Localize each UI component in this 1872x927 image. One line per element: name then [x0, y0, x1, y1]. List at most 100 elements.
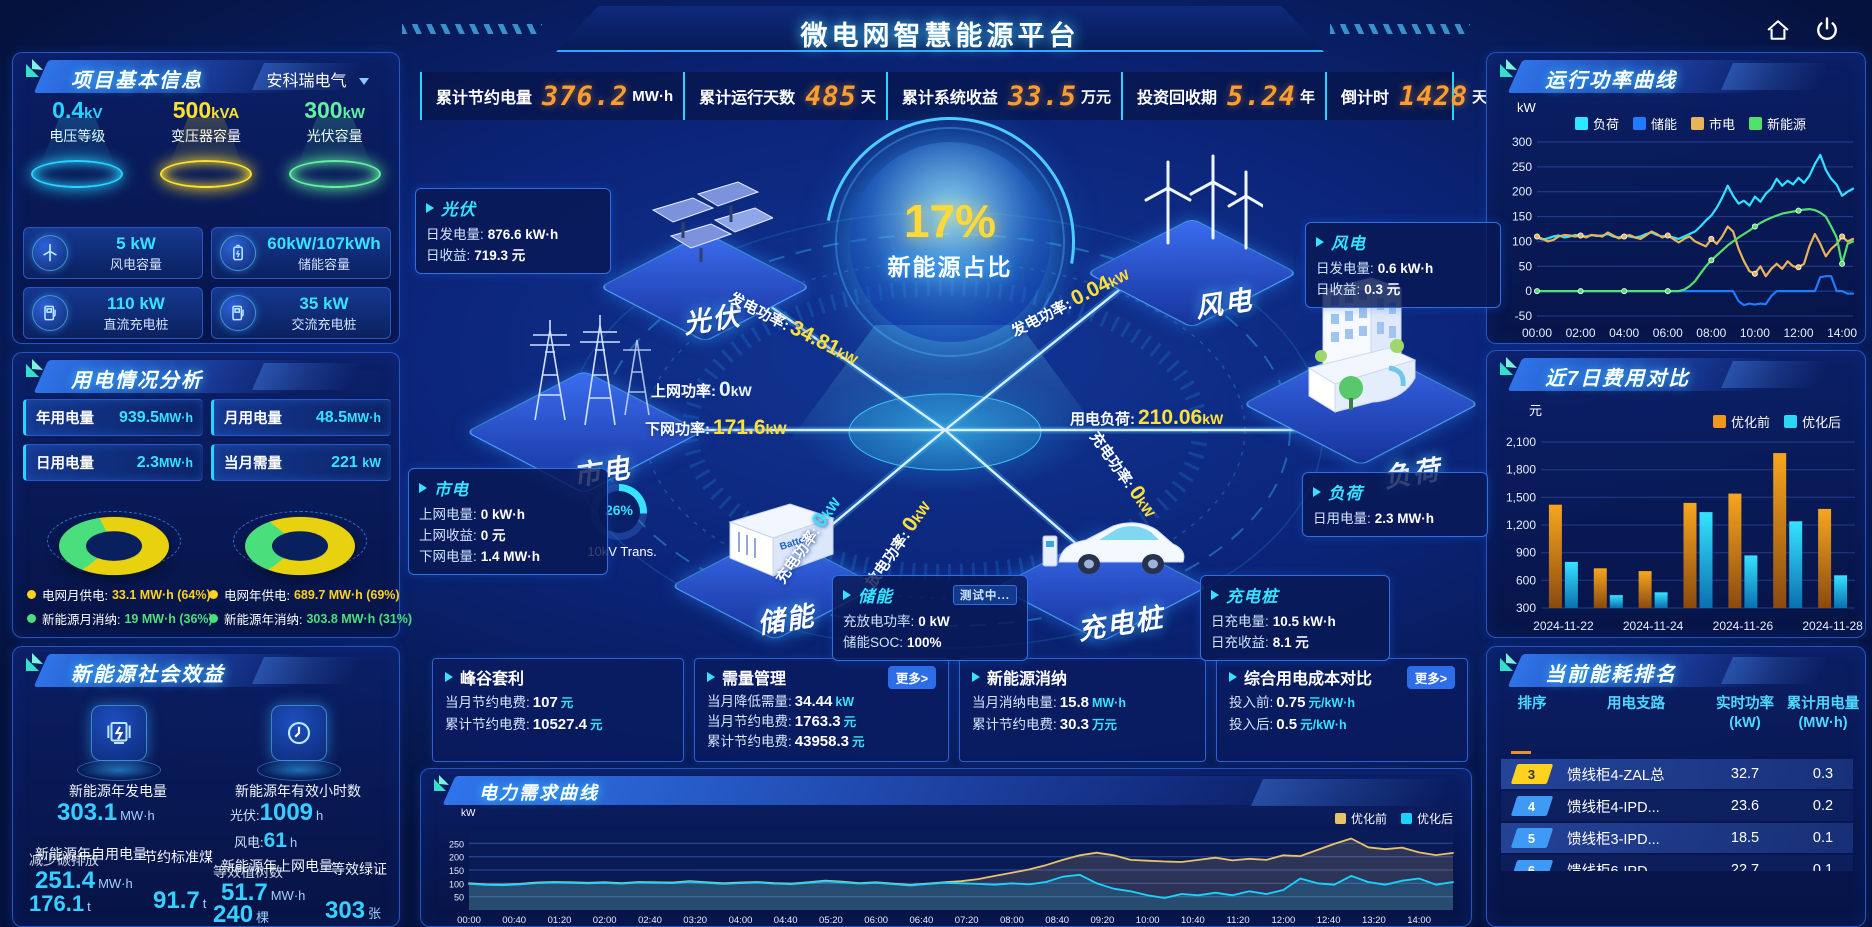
spoke-load-power: 用电负荷: 210.06kW	[1070, 406, 1224, 429]
demand-panel-header: 电力需求曲线	[427, 774, 1465, 808]
svg-text:900: 900	[1516, 546, 1536, 560]
renewable-share-value: 17%	[903, 195, 997, 247]
coal-value: 91.7 t	[153, 887, 207, 914]
svg-text:05:20: 05:20	[819, 915, 843, 926]
kpi-run-days: 累计运行天数 485 天	[683, 72, 886, 120]
panel-corner-icon	[431, 772, 453, 799]
ac-charger-icon	[220, 295, 256, 331]
svg-text:02:40: 02:40	[638, 915, 662, 926]
svg-text:08:00: 08:00	[1696, 326, 1726, 340]
podium-glow	[31, 160, 124, 188]
benefit-panel: 新能源社会效益 新能源年发电量 303.1 MW·h 新能源年有效小时数 光伏:1…	[12, 646, 400, 927]
ranking-scroll-indicator	[1511, 751, 1531, 754]
svg-text:02:00: 02:00	[1566, 326, 1596, 340]
storage-status-badge: 测试中...	[952, 585, 1017, 605]
svg-text:250: 250	[1512, 160, 1532, 174]
more-button[interactable]: 更多>	[1406, 665, 1455, 689]
svg-text:08:00: 08:00	[1000, 915, 1024, 926]
solar-panels-icon	[643, 172, 775, 277]
usage-panel-header: 用电情况分析	[19, 358, 393, 396]
svg-text:11:20: 11:20	[1227, 915, 1250, 926]
svg-text:12:00: 12:00	[1783, 326, 1813, 340]
tree-label: 等效植树数	[213, 864, 283, 880]
load-info-card: 负荷 日用电量: 2.3 MW·h	[1302, 472, 1488, 537]
orb-ring	[835, 127, 1065, 357]
svg-text:1,200: 1,200	[1506, 518, 1536, 532]
panel-corner-icon	[1497, 56, 1521, 85]
legend-grid-month: 电网月供电: 33.1 MW·h (64%)	[27, 585, 211, 604]
svg-text:12:00: 12:00	[1272, 915, 1296, 926]
ranking-table-header: 排序 用电支路 实时功率 (kW) 累计用电量 (MW·h)	[1517, 696, 1860, 731]
export-value: 51.7 MW·h	[221, 879, 306, 906]
power-icon[interactable]	[1812, 14, 1842, 49]
header-band	[556, 6, 1324, 52]
project-panel-header: 项目基本信息 安科瑞电气	[19, 58, 393, 96]
company-dropdown[interactable]: 安科瑞电气	[267, 67, 369, 91]
svg-text:14:00: 14:00	[1407, 915, 1431, 926]
table-row[interactable]: 5 馈线柜3-IPD... 18.5 0.1	[1501, 823, 1853, 853]
cost-y-unit: 元	[1529, 403, 1543, 418]
chevron-right-icon	[843, 590, 851, 600]
svg-text:01:20: 01:20	[548, 915, 572, 926]
svg-text:03:20: 03:20	[683, 915, 707, 926]
table-row[interactable]: 6 馈线柜6-IPD 22.7 0.1	[1501, 855, 1853, 871]
podium-voltage: 0.4kV 电压等级	[18, 97, 136, 188]
power-curve-header: 运行功率曲线	[1493, 58, 1859, 96]
capacity-grid: 5 kW 风电容量 60kW/107kWh 储能容量 110 kW 直流充电桩 35 …	[23, 227, 391, 339]
svg-text:14:00: 14:00	[1827, 326, 1857, 340]
page-title: 微电网智慧能源平台	[800, 21, 1080, 51]
transformer-load-pct: 26%	[604, 502, 634, 518]
stat-day-usage: 日用电量 2.3MW·h	[23, 444, 203, 481]
tree-value: 240 棵	[213, 901, 270, 927]
ranking-rows: 3 馈线柜4-ZAL总 32.7 0.3 4 馈线柜4-IPD... 23.6 …	[1501, 759, 1853, 871]
svg-text:300: 300	[1512, 135, 1532, 149]
svg-text:2,100: 2,100	[1506, 435, 1536, 449]
svg-text:-50: -50	[1515, 309, 1533, 323]
stat-month-usage: 月用电量 48.5MW·h	[211, 399, 391, 436]
hours-label: 新能源年有效小时数	[235, 783, 361, 799]
svg-text:100: 100	[449, 879, 464, 889]
capacity-storage: 60kW/107kWh 储能容量	[211, 227, 391, 279]
rank-badge: 5	[1510, 828, 1554, 848]
stat-year-usage: 年用电量 939.5MW·h	[23, 399, 203, 436]
svg-text:200: 200	[449, 853, 464, 863]
power-curve-panel: 运行功率曲线 kW 负荷 储能 市电 新能源 300 250 200 150 100 50…	[1486, 52, 1866, 344]
legend-renewable-month: 新能源月消纳: 19 MW·h (36%)	[27, 609, 213, 628]
svg-text:2024-11-26: 2024-11-26	[1713, 619, 1774, 633]
svg-text:06:00: 06:00	[1653, 326, 1683, 340]
cert-value: 303 张	[325, 897, 382, 924]
demand-y-unit: kW	[461, 808, 476, 819]
benefit-panel-header: 新能源社会效益	[19, 652, 393, 690]
grid-info-card: 市电 上网电量: 0 kW·h 上网收益: 0 元 下网电量: 1.4 MW·h	[408, 468, 608, 575]
spoke-draw-power: 下网功率: 171.6kW	[645, 416, 787, 439]
cost-compare-chart: 2,100 1,800 1,500 1,200 900 600 300 2024-11-22 2…	[1506, 435, 1863, 633]
kpi-payback: 投资回收期 5.24 年	[1120, 72, 1325, 120]
svg-text:10:00: 10:00	[1740, 326, 1770, 340]
gen-value: 303.1 MW·h	[57, 799, 155, 826]
panel-corner-icon	[23, 650, 47, 679]
podium-glow	[288, 160, 381, 188]
table-row[interactable]: 3 馈线柜4-ZAL总 32.7 0.3	[1501, 759, 1853, 789]
legend-renewable-year: 新能源年消纳: 303.8 MW·h (31%)	[209, 609, 412, 628]
more-button[interactable]: 更多>	[887, 665, 936, 689]
svg-text:2024-11-24: 2024-11-24	[1623, 619, 1684, 633]
svg-text:10:00: 10:00	[1136, 915, 1160, 926]
home-icon[interactable]	[1764, 16, 1792, 49]
project-info-panel: 项目基本信息 安科瑞电气 0.4kV 电压等级 500kVA 变压器容量 30	[12, 52, 400, 344]
microgrid-scene: Battery	[405, 67, 1501, 665]
svg-text:06:00: 06:00	[864, 915, 888, 926]
cert-label: 等效绿证	[331, 861, 387, 877]
chevron-right-icon	[419, 483, 427, 493]
battery-container-icon: Battery	[715, 492, 845, 587]
chevron-down-icon	[359, 78, 369, 86]
benefit-panel-title: 新能源社会效益	[71, 664, 225, 686]
kpi-countdown: 倒计时 1428 天	[1325, 72, 1497, 120]
svg-text:04:40: 04:40	[774, 915, 798, 926]
svg-text:250: 250	[449, 839, 464, 849]
svg-text:12:40: 12:40	[1317, 915, 1341, 926]
table-row[interactable]: 4 馈线柜4-IPD... 23.6 0.2	[1501, 791, 1853, 821]
card-renewable-absorb: 新能源消纳 当月消纳电量: 15.8 MW·h 累计节约电费: 30.3 万元	[959, 658, 1206, 762]
svg-text:150: 150	[1512, 210, 1532, 224]
panel-corner-icon	[1497, 650, 1521, 679]
